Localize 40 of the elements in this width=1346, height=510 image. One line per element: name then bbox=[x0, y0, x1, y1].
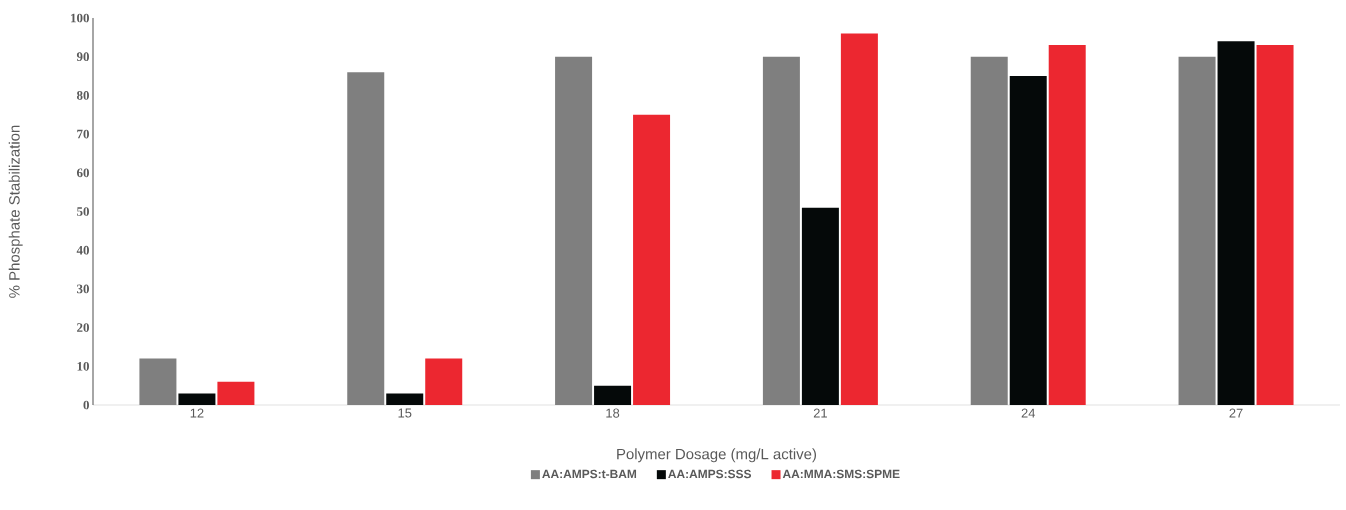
y-tick-label: 40 bbox=[76, 245, 89, 255]
bar bbox=[1178, 56, 1216, 405]
y-tick-label: 100 bbox=[71, 13, 89, 23]
y-tick-label: 20 bbox=[77, 323, 89, 332]
y-axis-title: % Phosphate Stabilization bbox=[8, 125, 23, 298]
bar bbox=[594, 385, 632, 405]
x-tick-label: 24 bbox=[1021, 408, 1036, 418]
bar bbox=[970, 56, 1008, 405]
bar bbox=[762, 56, 800, 405]
bar bbox=[347, 72, 385, 405]
y-tick-label: 50 bbox=[77, 207, 89, 216]
legend-label: AA:AMPS:SSS bbox=[668, 469, 752, 479]
x-tick-label: 27 bbox=[1229, 408, 1243, 418]
bar bbox=[1217, 41, 1255, 405]
legend-label: AA:AMPS:t-BAM bbox=[542, 469, 637, 479]
legend-label: AA:MMA:SMS:SPME bbox=[782, 469, 900, 479]
x-tick-label: 15 bbox=[398, 408, 412, 418]
bar bbox=[801, 207, 839, 405]
x-tick-label: 21 bbox=[813, 408, 827, 418]
bar bbox=[633, 114, 671, 405]
bar bbox=[425, 358, 463, 405]
bar bbox=[840, 33, 878, 405]
bar bbox=[1048, 45, 1086, 405]
y-tick-label: 60 bbox=[76, 168, 89, 178]
x-axis-title: Polymer Dosage (mg/L active) bbox=[617, 448, 817, 463]
y-tick-label: 90 bbox=[76, 52, 89, 62]
bar bbox=[555, 56, 593, 405]
y-tick-label: 80 bbox=[76, 91, 89, 100]
x-tick-label: 12 bbox=[190, 408, 204, 418]
bar bbox=[386, 393, 424, 405]
x-tick-label: 18 bbox=[606, 408, 620, 418]
y-tick-label: 0 bbox=[83, 400, 89, 410]
y-tick-label: 30 bbox=[77, 284, 89, 294]
bar bbox=[1009, 76, 1047, 405]
y-tick-label: 70 bbox=[77, 129, 89, 139]
bar bbox=[1256, 45, 1294, 405]
y-tick-label: 10 bbox=[77, 361, 89, 371]
bar bbox=[139, 358, 177, 405]
bar bbox=[217, 381, 255, 405]
bar bbox=[178, 393, 216, 405]
